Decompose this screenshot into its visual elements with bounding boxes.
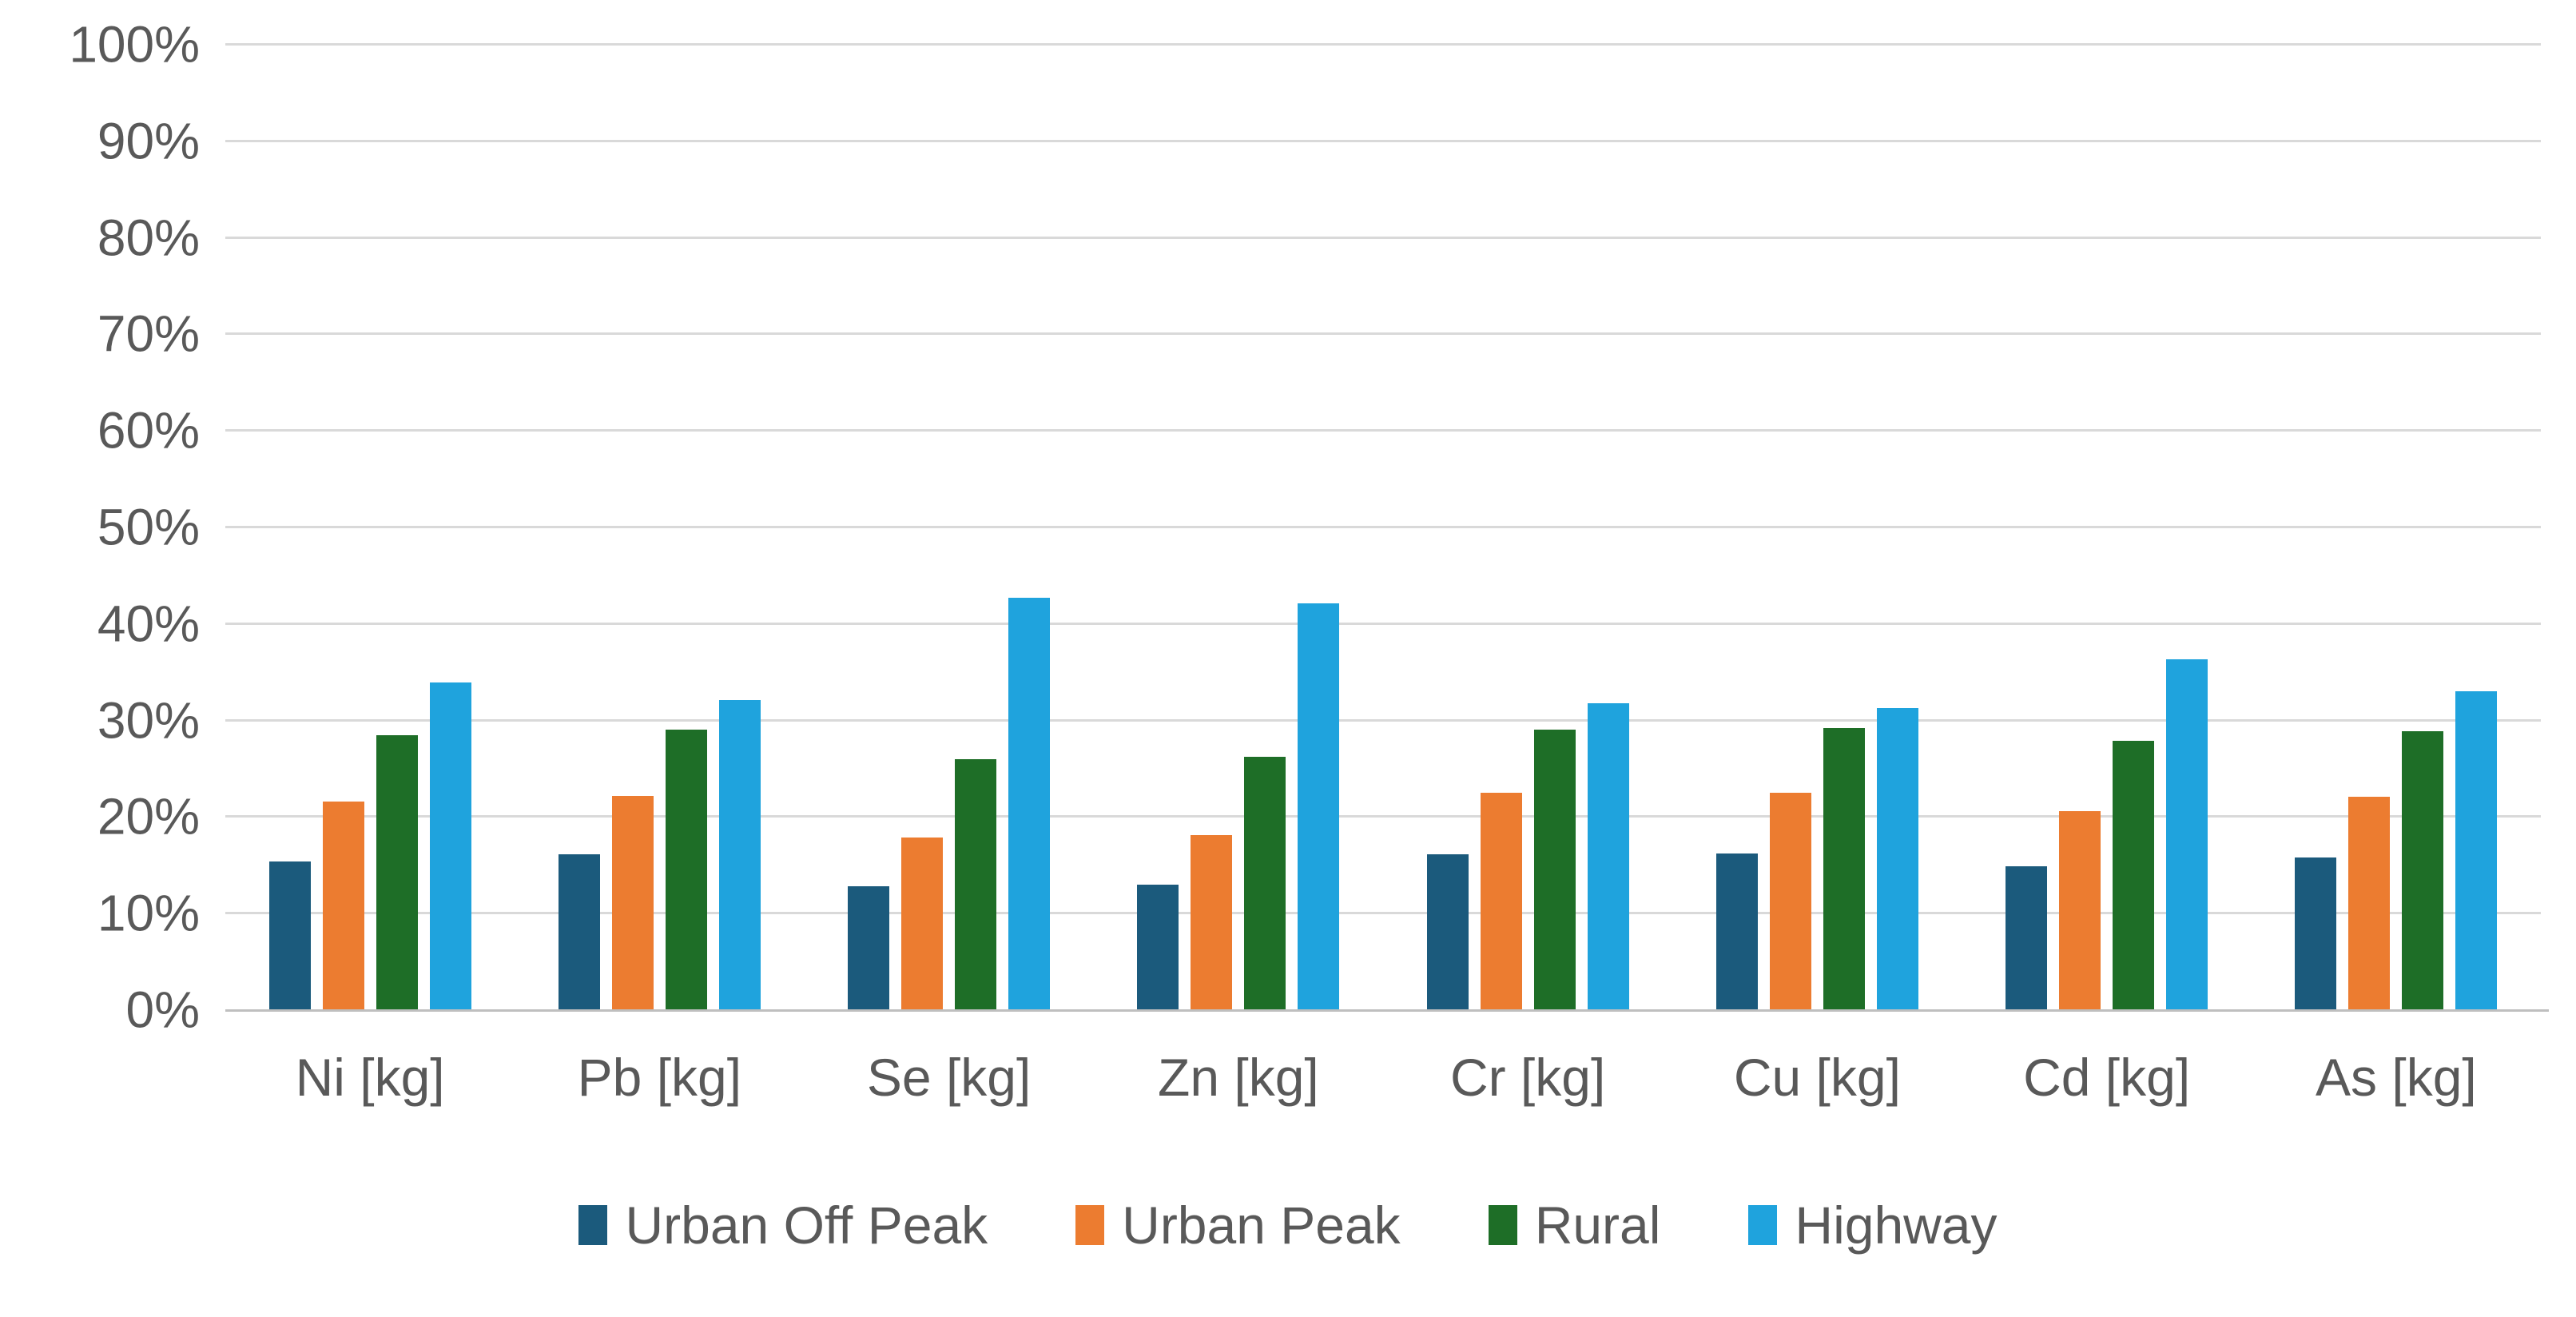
bar-group-cd: [1962, 46, 2252, 1011]
bar-rural-cr: [1533, 730, 1576, 1011]
bar-rural-ni: [376, 734, 418, 1011]
bar-highway-zn: [1298, 603, 1340, 1011]
gridline-100: [225, 43, 2541, 46]
gridline-80: [225, 236, 2541, 239]
bar-urban-peak-ni: [322, 801, 364, 1011]
y-axis-tick-label: 30%: [97, 691, 200, 750]
bar-urban-off-peak-cr: [1426, 854, 1469, 1011]
bar-urban-peak-pb: [611, 795, 654, 1011]
bar-rural-se: [955, 758, 997, 1011]
legend-swatch-icon: [1748, 1205, 1778, 1245]
bar-rural-cu: [1823, 728, 1865, 1011]
bar-urban-off-peak-se: [848, 886, 890, 1011]
bar-group-as: [2252, 46, 2541, 1011]
bar-urban-off-peak-as: [2295, 857, 2337, 1011]
y-axis-tick-label: 90%: [97, 112, 200, 170]
bar-rural-zn: [1244, 757, 1286, 1011]
gridline-90: [225, 139, 2541, 142]
bar-urban-peak-cu: [1769, 793, 1811, 1011]
x-axis-label: Ni [kg]: [295, 1048, 445, 1107]
y-axis-tick-label: 70%: [97, 304, 200, 363]
bar-group-ni: [225, 46, 515, 1011]
legend-item-highway: Highway: [1748, 1195, 1998, 1255]
bar-rural-as: [2402, 730, 2444, 1011]
y-axis-tick-label: 10%: [97, 884, 200, 942]
plot-area: [225, 43, 2541, 1011]
bar-urban-peak-cr: [1480, 793, 1522, 1011]
bar-urban-peak-cd: [2059, 810, 2101, 1011]
gridline-60: [225, 429, 2541, 432]
gridline-40: [225, 622, 2541, 625]
legend-swatch-icon: [1075, 1205, 1105, 1245]
x-axis-line: [225, 1009, 2549, 1012]
legend-item-urban-off-peak: Urban Off Peak: [578, 1195, 988, 1255]
x-axis-label: Zn [kg]: [1158, 1048, 1319, 1107]
bar-highway-ni: [429, 682, 471, 1011]
bar-urban-off-peak-pb: [558, 854, 600, 1011]
gridline-30: [225, 718, 2541, 722]
bar-group-pb: [515, 46, 804, 1011]
bar-urban-off-peak-ni: [268, 861, 311, 1011]
bar-urban-off-peak-zn: [1137, 884, 1179, 1011]
x-axis-label: Pb [kg]: [577, 1048, 742, 1107]
legend-item-urban-peak: Urban Peak: [1075, 1195, 1401, 1255]
gridline-10: [225, 912, 2541, 915]
legend-swatch-icon: [578, 1205, 608, 1245]
gridline-50: [225, 526, 2541, 528]
bar-rural-pb: [665, 730, 707, 1011]
bar-urban-off-peak-cu: [1715, 853, 1758, 1011]
bar-rural-cd: [2113, 740, 2155, 1011]
bar-group-se: [805, 46, 1094, 1011]
legend-swatch-icon: [1488, 1205, 1517, 1245]
y-axis-tick-label: 60%: [97, 401, 200, 460]
y-axis-tick-label: 0%: [125, 981, 201, 1039]
y-axis-tick-label: 20%: [97, 787, 200, 846]
bar-highway-pb: [718, 700, 761, 1011]
bar-urban-peak-as: [2348, 796, 2391, 1011]
bar-highway-cr: [1587, 702, 1629, 1011]
legend-label: Highway: [1795, 1196, 1998, 1255]
bar-urban-peak-zn: [1191, 835, 1233, 1011]
gridline-20: [225, 815, 2541, 818]
x-axis-label: Se [kg]: [866, 1048, 1032, 1107]
y-axis-tick-label: 50%: [97, 498, 200, 556]
legend-label: Rural: [1534, 1196, 1661, 1255]
bar-highway-cu: [1876, 707, 1918, 1011]
bar-group-zn: [1094, 46, 1383, 1011]
bar-urban-off-peak-cd: [2006, 865, 2048, 1011]
bar-group-cr: [1383, 46, 1672, 1011]
bar-groups: [225, 46, 2541, 1011]
y-axis-tick-label: 100%: [69, 15, 200, 74]
legend-label: Urban Off Peak: [625, 1196, 988, 1255]
y-axis-tick-label: 40%: [97, 595, 200, 653]
x-axis-label: As [kg]: [2316, 1048, 2477, 1107]
x-axis-label: Cr [kg]: [1449, 1048, 1606, 1107]
legend-item-rural: Rural: [1488, 1195, 1661, 1255]
legend: Urban Off Peak Urban Peak Rural Highway: [0, 1195, 2576, 1255]
bar-group-cu: [1672, 46, 1962, 1011]
legend-label: Urban Peak: [1122, 1196, 1401, 1255]
bar-highway-se: [1008, 597, 1051, 1011]
bar-highway-as: [2455, 691, 2498, 1011]
y-axis-tick-label: 80%: [97, 209, 200, 267]
bar-urban-peak-se: [901, 837, 944, 1011]
x-axis-label: Cu [kg]: [1733, 1048, 1901, 1107]
gridline-70: [225, 332, 2541, 336]
x-axis-label: Cd [kg]: [2023, 1048, 2191, 1107]
bar-highway-cd: [2166, 659, 2208, 1011]
